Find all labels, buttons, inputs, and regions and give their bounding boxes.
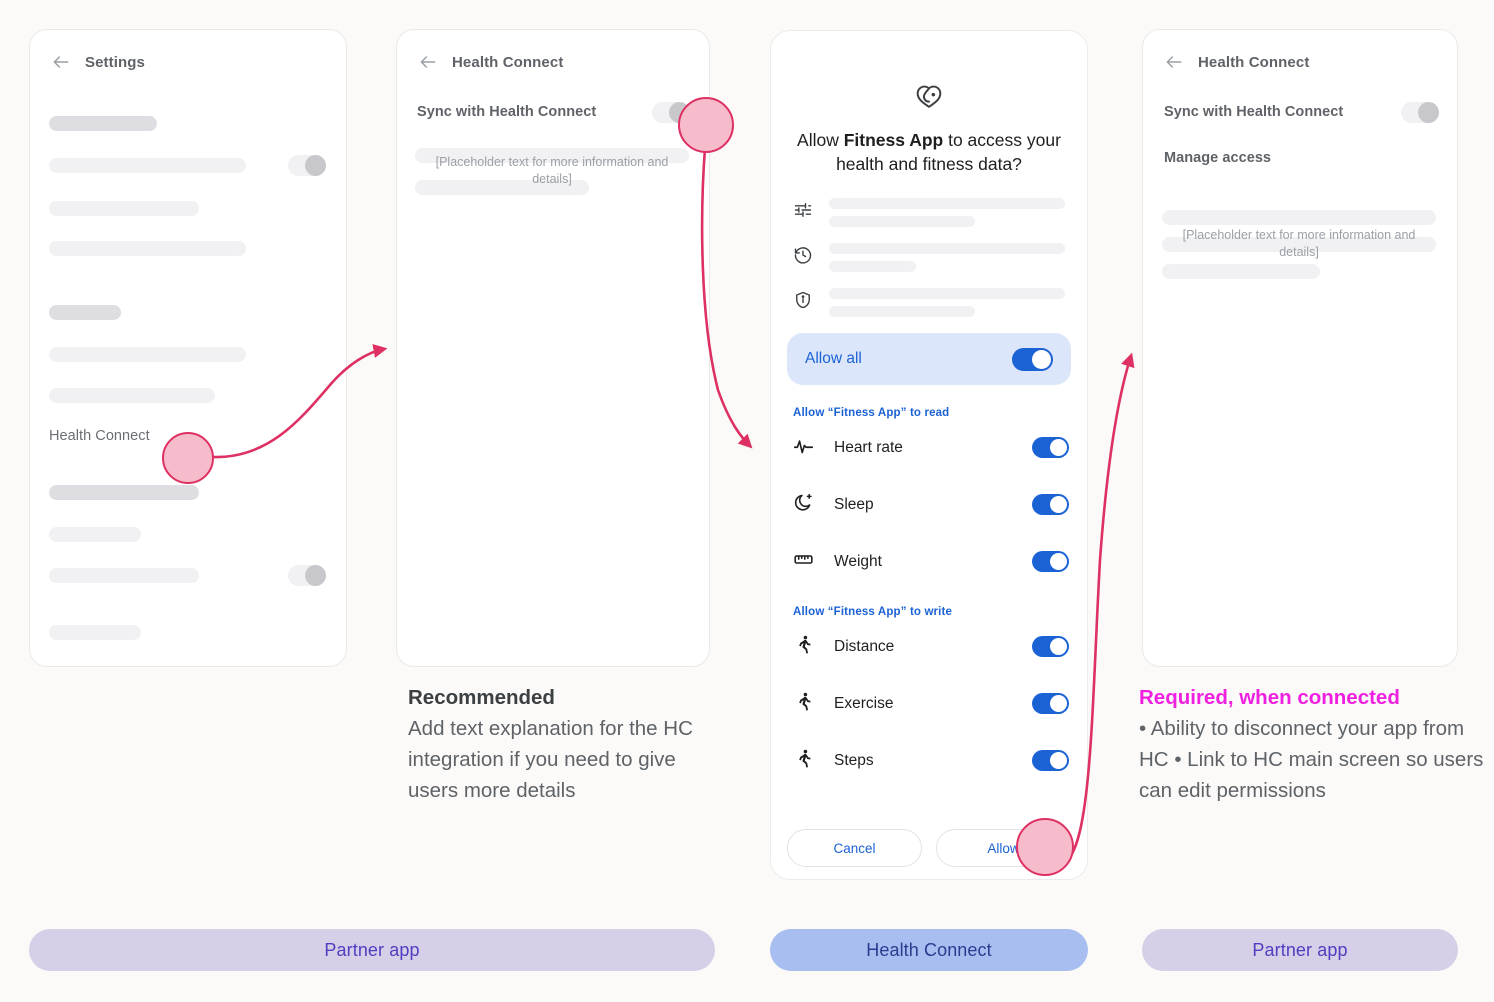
back-arrow-icon[interactable]	[1164, 52, 1184, 72]
running-person-icon	[793, 691, 814, 717]
history-clock-icon	[793, 245, 813, 270]
dialog-title-app: Fitness App	[843, 130, 944, 150]
skeleton-bar	[49, 388, 215, 403]
hotspot-health-connect-row	[162, 432, 214, 484]
skeleton-bar	[49, 347, 246, 362]
dialog-title-suffix: to access your health and fitness data?	[836, 130, 1061, 174]
permission-label: Distance	[834, 637, 895, 655]
permission-label: Weight	[834, 552, 882, 570]
settings-toggle[interactable]	[288, 565, 326, 586]
skeleton-bar	[49, 568, 199, 583]
permission-row-exercise[interactable]: Exercise	[771, 675, 1087, 732]
dialog-title: Allow Fitness App to access your health …	[795, 128, 1063, 176]
permission-label: Steps	[834, 751, 874, 769]
skeleton-bar	[49, 527, 141, 542]
annotation-body: Add text explanation for the HC integrat…	[408, 717, 693, 802]
health-connect-permission-dialog: Allow Fitness App to access your health …	[770, 30, 1088, 880]
back-arrow-icon[interactable]	[51, 52, 71, 72]
permission-toggle[interactable]	[1032, 494, 1069, 515]
sync-row-label: Sync with Health Connect	[417, 104, 597, 120]
annotation-required: Required, when connected • Ability to di…	[1139, 682, 1484, 806]
legend-pill-partner-app-right: Partner app	[1142, 929, 1458, 971]
permission-label: Sleep	[834, 495, 874, 513]
skeleton-bar	[49, 241, 246, 256]
cancel-button[interactable]: Cancel	[787, 829, 922, 867]
skeleton-bar	[1162, 237, 1436, 252]
heart-rate-icon	[793, 435, 814, 461]
list-item	[793, 243, 1065, 272]
page-title: Health Connect	[1198, 53, 1310, 71]
annotation-heading: Required, when connected	[1139, 686, 1400, 709]
legend-pill-partner-app-left: Partner app	[29, 929, 715, 971]
skeleton-bar	[49, 305, 121, 320]
permission-label: Heart rate	[834, 438, 903, 456]
page-title: Settings	[85, 53, 145, 71]
page-title: Health Connect	[452, 53, 564, 71]
hc-topbar: Health Connect	[1143, 30, 1457, 72]
skeleton-bar	[49, 116, 157, 131]
allow-all-toggle[interactable]	[1012, 347, 1053, 371]
annotation-body-line-1: • Ability to disconnect your app from HC	[1139, 717, 1465, 771]
permission-toggle[interactable]	[1032, 636, 1069, 657]
permission-row-sleep[interactable]: Sleep	[771, 476, 1087, 533]
skeleton-bar	[1162, 264, 1320, 279]
hc-topbar: Health Connect	[397, 30, 709, 72]
settings-toggle[interactable]	[288, 155, 326, 176]
dialog-info-list	[771, 198, 1087, 317]
skeleton-bar	[415, 148, 689, 163]
placeholder-caption: [Placeholder text for more information a…	[435, 155, 669, 186]
skeleton-bar	[49, 201, 199, 216]
permission-row-distance[interactable]: Distance	[771, 618, 1087, 675]
skeleton-bar	[49, 625, 141, 640]
running-person-icon	[793, 748, 814, 774]
sync-row-label: Sync with Health Connect	[1164, 104, 1344, 120]
legend-pill-health-connect: Health Connect	[770, 929, 1088, 971]
health-connect-heart-logo-icon	[771, 79, 1087, 113]
back-arrow-icon[interactable]	[418, 52, 438, 72]
panel-partner-health-connect-connected: Health Connect Sync with Health Connect …	[1142, 29, 1458, 667]
tune-sliders-icon	[793, 200, 813, 225]
skeleton-bar	[49, 158, 246, 173]
write-section-header: Allow “Fitness App” to write	[793, 606, 953, 618]
panel-settings: Settings Health Connect	[29, 29, 347, 667]
permission-row-weight[interactable]: Weight	[771, 533, 1087, 590]
permission-toggle[interactable]	[1032, 750, 1069, 771]
panel-partner-health-connect: Health Connect Sync with Health Connect …	[396, 29, 710, 667]
permission-toggle[interactable]	[1032, 551, 1069, 572]
permission-row-heart-rate[interactable]: Heart rate	[771, 419, 1087, 476]
skeleton-lines	[829, 243, 1065, 272]
sync-toggle[interactable]	[1401, 102, 1439, 123]
placeholder-caption: [Placeholder text for more information a…	[1182, 228, 1416, 259]
hotspot-sync-toggle	[678, 97, 734, 153]
hotspot-allow-button	[1016, 818, 1074, 876]
annotation-heading: Recommended	[408, 686, 555, 709]
read-section-header: Allow “Fitness App” to read	[793, 407, 950, 419]
allow-all-label: Allow all	[805, 350, 862, 367]
settings-topbar: Settings	[30, 30, 346, 72]
skeleton-lines	[829, 288, 1065, 317]
permission-label: Exercise	[834, 694, 894, 712]
permission-toggle[interactable]	[1032, 693, 1069, 714]
permission-row-steps[interactable]: Steps	[771, 732, 1087, 789]
list-item	[793, 288, 1065, 317]
annotation-recommended: Recommended Add text explanation for the…	[408, 682, 708, 806]
skeleton-bar	[1162, 210, 1436, 225]
shield-info-icon	[793, 290, 813, 315]
dialog-title-prefix: Allow	[797, 130, 844, 150]
weight-scale-icon	[793, 549, 814, 575]
permission-toggle[interactable]	[1032, 437, 1069, 458]
skeleton-bar	[415, 180, 589, 195]
running-person-icon	[793, 634, 814, 660]
skeleton-lines	[829, 198, 1065, 227]
sidebar-item-health-connect[interactable]: Health Connect	[49, 428, 150, 444]
manage-access-row[interactable]: Manage access	[1164, 150, 1272, 166]
skeleton-bar	[49, 485, 199, 500]
allow-all-row[interactable]: Allow all	[787, 333, 1071, 385]
annotation-body-line-2: • Link to HC main screen so users can ed…	[1139, 748, 1484, 802]
list-item	[793, 198, 1065, 227]
sleep-moon-icon	[793, 492, 814, 518]
